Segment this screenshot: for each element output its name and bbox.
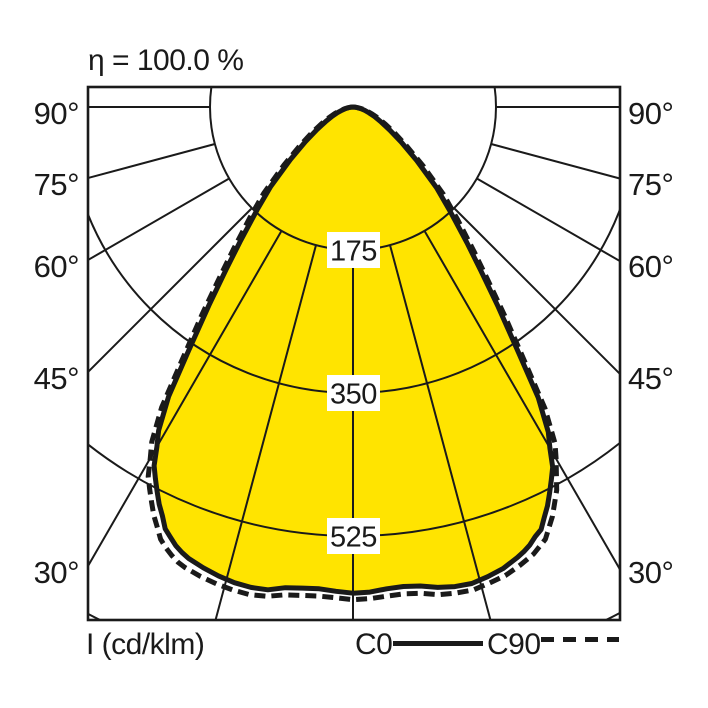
gamma-ray-R30 <box>423 230 620 572</box>
radial-label-box <box>327 232 380 268</box>
angle-label-left-30: 30° <box>34 555 79 590</box>
radial-label-box <box>327 518 380 554</box>
legend-c0-label: C0 <box>355 628 393 661</box>
curves-layer <box>145 104 560 603</box>
gamma-ray-L15 <box>214 244 317 620</box>
angle-label-left-90: 90° <box>34 96 79 131</box>
chart-frame <box>86 85 622 622</box>
legend-c90-dashed-line-swatch <box>541 637 619 642</box>
radial-label-text: 525 <box>330 522 377 554</box>
angle-label-left-45: 45° <box>34 361 79 396</box>
gamma-ray-R15 <box>389 244 492 620</box>
radial-label-text: 350 <box>330 379 377 411</box>
radial-label-box <box>327 375 380 411</box>
radial-label-text: 175 <box>330 236 377 268</box>
efficiency-title: η = 100.0 % <box>88 44 244 77</box>
gamma-ray-R60 <box>476 177 620 263</box>
angle-label-right-45: 45° <box>628 361 673 396</box>
angle-label-left-75: 75° <box>34 167 79 202</box>
angle-label-right-30: 30° <box>628 555 673 590</box>
gamma-ray-L60 <box>88 177 230 262</box>
angle-label-right-75: 75° <box>628 167 673 202</box>
legend-c0-solid-line-swatch <box>393 641 483 646</box>
angle-label-right-90: 90° <box>628 96 673 131</box>
angle-tick-labels: 90° 90° 75° 75° 60° 60° 45° 45° 30° 30° <box>34 96 674 590</box>
gamma-ray-R75 <box>490 143 620 180</box>
legend-c90-label: C90 <box>487 628 541 661</box>
angle-label-left-60: 60° <box>34 249 79 284</box>
gamma-ray-L30 <box>88 230 283 568</box>
gamma-ray-L75 <box>88 143 216 180</box>
c90-curve <box>145 104 560 603</box>
gamma-ray-L45 <box>88 207 253 374</box>
radial-value-labels: 175 350 525 <box>327 232 380 554</box>
angle-label-right-60: 60° <box>628 249 673 284</box>
gamma-ray-R45 <box>453 207 620 376</box>
intensity-axis-label: I (cd/klm) <box>86 628 205 661</box>
